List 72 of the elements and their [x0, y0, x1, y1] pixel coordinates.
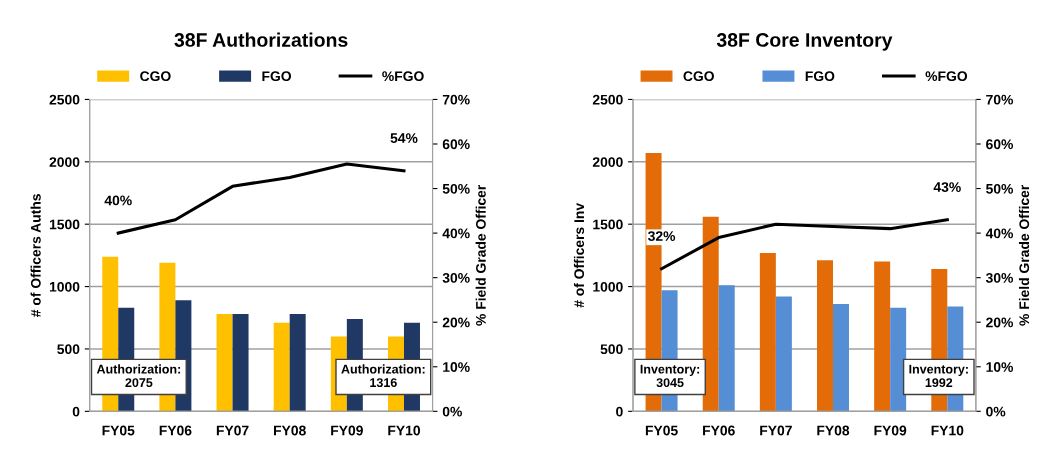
- y-axis-title: # of Officers Auths: [30, 194, 41, 317]
- bar: [890, 307, 907, 412]
- x-tick-label: FY06: [703, 425, 735, 436]
- y2-tick-label: 70%: [442, 94, 470, 105]
- bar: [833, 304, 850, 412]
- bar: [273, 322, 290, 412]
- y-tick-label: 2000: [592, 157, 623, 167]
- bar: [874, 261, 891, 412]
- chart-title: 38F Authorizations: [174, 32, 348, 47]
- chart-title: 38F Core Inventory: [716, 33, 893, 51]
- bar: [775, 296, 792, 412]
- y-tick-label: 1000: [49, 281, 80, 292]
- bar: [702, 216, 719, 412]
- legend-label: %FGO: [925, 71, 968, 82]
- y-tick-label: 500: [600, 344, 623, 355]
- legend-label: FGO: [805, 71, 835, 82]
- annotation: Authorization: 2075: [96, 364, 181, 388]
- x-tick-label: FY06: [159, 425, 192, 436]
- y-tick-label: 500: [57, 344, 80, 355]
- y2-tick-label: 30%: [442, 272, 470, 283]
- y2-tick-label: 40%: [442, 228, 470, 239]
- x-tick-label: FY07: [760, 425, 792, 436]
- x-tick-label: FY10: [931, 425, 964, 436]
- y-tick-label: 2500: [49, 94, 80, 105]
- y-tick-label: 1500: [49, 219, 80, 230]
- legend-label: CGO: [683, 71, 714, 82]
- legend-label: %FGO: [382, 71, 424, 82]
- bar: [718, 285, 735, 412]
- x-tick-label: FY08: [274, 425, 306, 436]
- x-tick-label: FY05: [645, 425, 678, 436]
- legend-label: CGO: [140, 71, 171, 82]
- legend-label: FGO: [262, 71, 292, 82]
- y2-tick-label: 10%: [986, 362, 1014, 372]
- y-tick-label: 2500: [592, 94, 623, 105]
- data-label: 43%: [933, 182, 961, 193]
- y2-tick-label: 50%: [442, 183, 470, 194]
- x-tick-label: FY10: [388, 425, 421, 436]
- annotation: Inventory: 3045: [640, 364, 700, 388]
- annotation: Authorization: 1316: [341, 364, 425, 388]
- x-tick-label: FY09: [874, 425, 907, 436]
- x-tick-label: FY05: [102, 425, 135, 436]
- y2-tick-label: 0%: [442, 406, 462, 417]
- y-axis-title: # of Officers Inv: [573, 202, 585, 308]
- y-tick-label: 0: [616, 406, 623, 417]
- y-tick-label: 1000: [593, 281, 623, 292]
- y2-tick-label: 50%: [986, 183, 1014, 194]
- data-label: 32%: [647, 231, 676, 242]
- data-label: 40%: [104, 195, 132, 206]
- y2-tick-label: 40%: [985, 228, 1014, 239]
- bar: [817, 260, 834, 412]
- y-tick-label: 2000: [49, 157, 80, 167]
- y2-tick-label: 20%: [442, 317, 470, 328]
- x-tick-label: FY09: [331, 425, 363, 436]
- y2-tick-label: 0%: [986, 406, 1006, 417]
- bar: [216, 314, 233, 412]
- x-tick-label: FY08: [817, 425, 850, 436]
- y2-tick-label: 30%: [985, 272, 1014, 283]
- y2-tick-label: 20%: [986, 317, 1014, 328]
- y2-tick-label: 10%: [443, 362, 470, 372]
- bar: [759, 252, 776, 412]
- y2-tick-label: 60%: [986, 139, 1014, 150]
- y2-axis-title: % Field Grade Officer: [475, 184, 486, 326]
- y-tick-label: 1500: [593, 219, 623, 230]
- annotation: Inventory: 1992: [909, 364, 968, 388]
- x-tick-label: FY07: [216, 425, 249, 436]
- y-tick-label: 0: [72, 406, 80, 417]
- y2-tick-label: 70%: [986, 94, 1014, 105]
- y2-tick-label: 60%: [442, 139, 470, 150]
- data-label: 54%: [390, 133, 418, 143]
- bar: [232, 314, 249, 412]
- bar: [289, 314, 306, 412]
- y2-axis-title: % Field Grade Officer: [1018, 184, 1030, 326]
